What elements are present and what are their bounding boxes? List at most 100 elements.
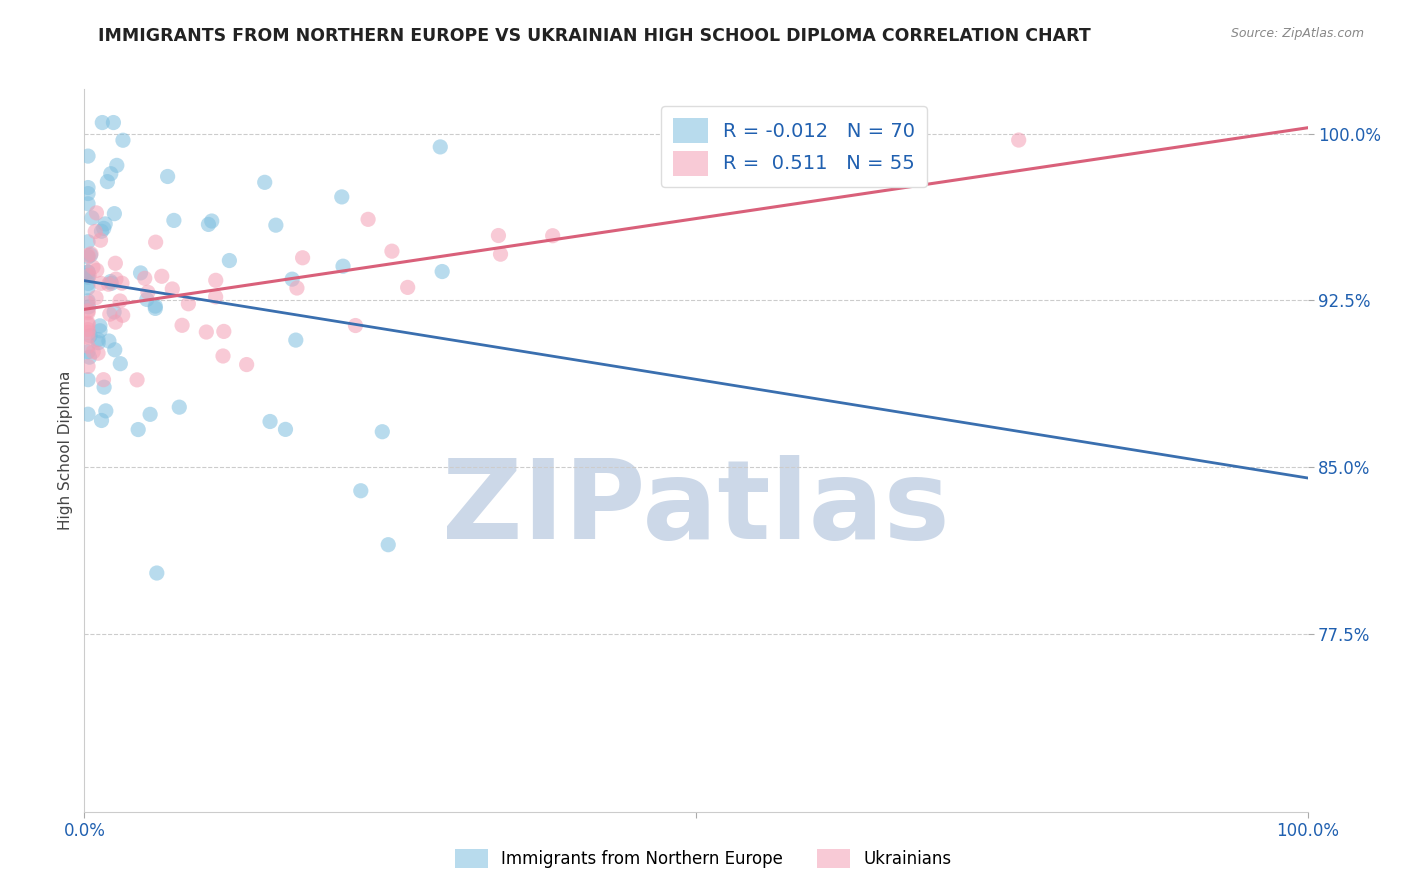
Point — [77, 186, 100, 201]
Point — [77, 277, 100, 291]
Point — [139, 408, 162, 422]
Point — [169, 400, 191, 414]
Point — [77, 265, 100, 279]
Point — [218, 253, 240, 268]
Point — [77, 268, 100, 283]
Point — [77, 180, 100, 194]
Point — [281, 272, 304, 286]
Point — [94, 217, 117, 231]
Point — [381, 244, 404, 259]
Point — [79, 248, 101, 262]
Point — [77, 250, 100, 264]
Point — [77, 149, 100, 163]
Point — [259, 415, 281, 429]
Point — [97, 277, 120, 292]
Point — [156, 169, 179, 184]
Point — [541, 228, 564, 243]
Point — [344, 318, 367, 333]
Point — [163, 213, 186, 227]
Point — [87, 346, 110, 360]
Point — [77, 322, 100, 336]
Point — [135, 293, 157, 307]
Point — [110, 357, 132, 371]
Point — [136, 285, 159, 300]
Point — [330, 190, 353, 204]
Text: IMMIGRANTS FROM NORTHERN EUROPE VS UKRAINIAN HIGH SCHOOL DIPLOMA CORRELATION CHA: IMMIGRANTS FROM NORTHERN EUROPE VS UKRAI… — [98, 27, 1091, 45]
Point — [134, 271, 156, 285]
Point — [172, 318, 194, 333]
Point — [93, 373, 115, 387]
Point — [125, 373, 148, 387]
Point — [77, 270, 100, 285]
Point — [86, 206, 108, 220]
Point — [100, 167, 122, 181]
Point — [77, 265, 100, 279]
Point — [89, 324, 111, 338]
Point — [90, 224, 112, 238]
Point — [100, 275, 122, 289]
Point — [84, 225, 107, 239]
Point — [350, 483, 373, 498]
Point — [90, 413, 112, 427]
Point — [430, 264, 453, 278]
Point — [204, 290, 226, 304]
Point — [87, 333, 110, 347]
Point — [77, 248, 100, 262]
Point — [127, 423, 149, 437]
Point — [291, 251, 314, 265]
Point — [357, 212, 380, 227]
Point — [264, 218, 287, 232]
Point — [80, 211, 103, 225]
Point — [204, 273, 226, 287]
Point — [146, 566, 169, 580]
Point — [143, 301, 166, 316]
Point — [332, 259, 354, 273]
Point — [77, 373, 100, 387]
Point — [129, 266, 152, 280]
Point — [103, 305, 125, 319]
Point — [77, 318, 100, 332]
Point — [111, 276, 134, 290]
Point — [143, 299, 166, 313]
Point — [201, 214, 224, 228]
Point — [77, 316, 100, 330]
Point — [77, 296, 100, 310]
Point — [90, 277, 112, 291]
Point — [86, 263, 108, 277]
Point — [77, 344, 100, 359]
Point — [371, 425, 394, 439]
Point — [104, 272, 127, 286]
Point — [77, 300, 100, 314]
Point — [212, 349, 235, 363]
Point — [91, 115, 114, 129]
Point — [89, 318, 111, 333]
Point — [396, 280, 419, 294]
Point — [111, 133, 134, 147]
Point — [104, 343, 127, 357]
Point — [162, 282, 184, 296]
Point — [93, 380, 115, 394]
Point — [98, 307, 121, 321]
Point — [235, 358, 257, 372]
Point — [104, 256, 127, 270]
Point — [1008, 133, 1031, 147]
Legend: R = -0.012   N = 70, R =  0.511   N = 55: R = -0.012 N = 70, R = 0.511 N = 55 — [661, 106, 927, 187]
Point — [94, 404, 117, 418]
Y-axis label: High School Diploma: High School Diploma — [58, 371, 73, 530]
Point — [77, 303, 100, 318]
Point — [103, 207, 125, 221]
Legend: Immigrants from Northern Europe, Ukrainians: Immigrants from Northern Europe, Ukraini… — [449, 842, 957, 875]
Point — [79, 328, 101, 343]
Point — [80, 246, 103, 260]
Point — [177, 297, 200, 311]
Point — [79, 350, 101, 364]
Text: ZIPatlas: ZIPatlas — [441, 455, 950, 562]
Point — [77, 305, 100, 319]
Point — [97, 334, 120, 348]
Point — [87, 335, 110, 350]
Point — [77, 330, 100, 344]
Point — [212, 325, 235, 339]
Point — [197, 218, 219, 232]
Point — [145, 235, 167, 249]
Point — [377, 538, 399, 552]
